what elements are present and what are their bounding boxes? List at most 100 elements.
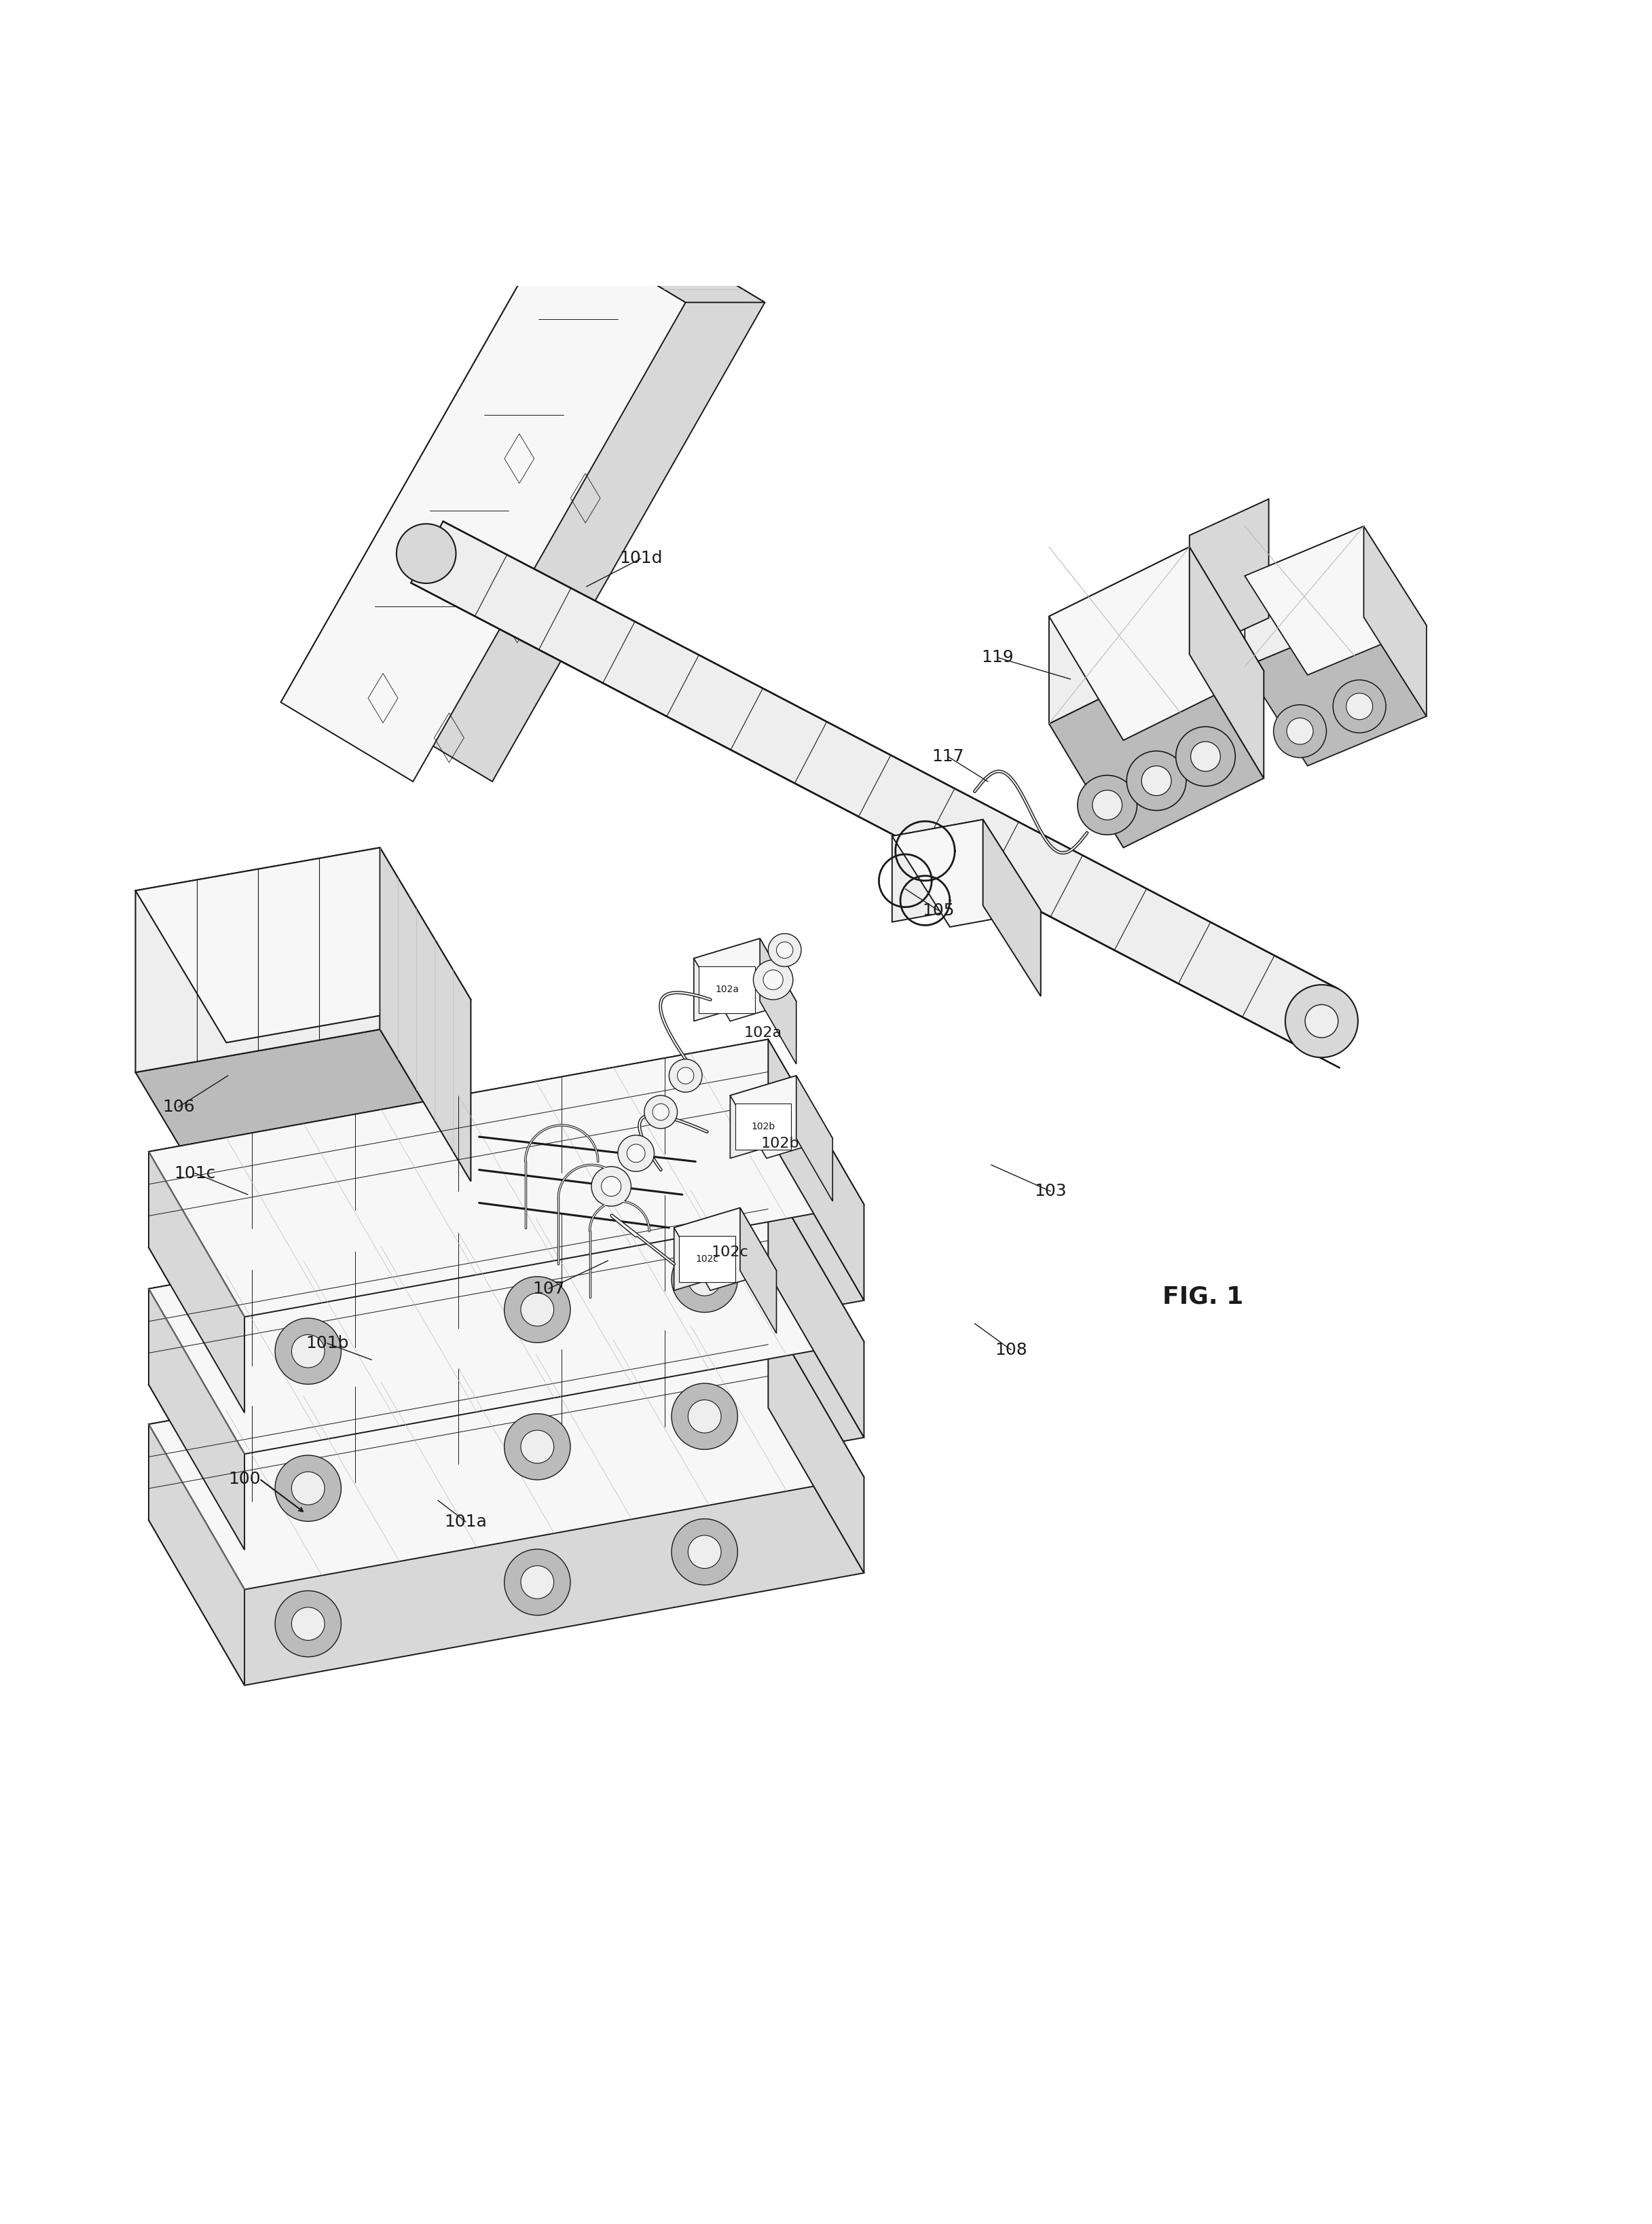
Polygon shape xyxy=(135,1030,471,1225)
Circle shape xyxy=(1285,985,1358,1056)
Circle shape xyxy=(677,1068,694,1083)
Circle shape xyxy=(274,1454,340,1521)
Circle shape xyxy=(618,1134,654,1172)
Polygon shape xyxy=(1049,654,1264,847)
Circle shape xyxy=(274,1319,340,1383)
Circle shape xyxy=(671,1383,737,1450)
Circle shape xyxy=(687,1399,720,1432)
Text: 105: 105 xyxy=(922,903,955,919)
Polygon shape xyxy=(1244,527,1363,667)
Polygon shape xyxy=(694,939,796,1021)
Circle shape xyxy=(274,1590,340,1657)
Circle shape xyxy=(520,1292,553,1326)
Polygon shape xyxy=(730,1076,796,1159)
Polygon shape xyxy=(149,1152,244,1412)
Text: 117: 117 xyxy=(932,749,965,765)
Text: 100: 100 xyxy=(228,1470,261,1488)
Polygon shape xyxy=(149,1134,864,1412)
FancyBboxPatch shape xyxy=(735,1103,791,1150)
Text: 101c: 101c xyxy=(173,1165,216,1181)
FancyBboxPatch shape xyxy=(679,1237,735,1283)
FancyBboxPatch shape xyxy=(699,967,755,1012)
Polygon shape xyxy=(281,222,686,781)
Text: 102b: 102b xyxy=(752,1123,775,1132)
Text: 102a: 102a xyxy=(743,1025,783,1039)
Circle shape xyxy=(671,1519,737,1586)
Polygon shape xyxy=(694,939,760,1021)
Circle shape xyxy=(626,1143,644,1163)
Circle shape xyxy=(291,1334,324,1368)
Circle shape xyxy=(291,1608,324,1641)
Circle shape xyxy=(753,961,793,999)
Circle shape xyxy=(1127,752,1186,810)
Polygon shape xyxy=(740,1208,776,1334)
Text: 102b: 102b xyxy=(760,1136,800,1150)
Polygon shape xyxy=(1189,498,1269,654)
Circle shape xyxy=(644,1096,677,1128)
Circle shape xyxy=(1305,1005,1338,1039)
Polygon shape xyxy=(149,1272,864,1550)
Polygon shape xyxy=(674,1208,740,1290)
Circle shape xyxy=(396,525,456,583)
Circle shape xyxy=(291,1472,324,1506)
Circle shape xyxy=(1274,705,1327,758)
Polygon shape xyxy=(1363,527,1426,716)
Polygon shape xyxy=(149,1176,864,1454)
Text: 119: 119 xyxy=(981,649,1014,665)
Circle shape xyxy=(520,1430,553,1463)
Polygon shape xyxy=(730,1076,833,1159)
Circle shape xyxy=(669,1059,702,1092)
Polygon shape xyxy=(380,847,471,1181)
Circle shape xyxy=(504,1414,570,1479)
Polygon shape xyxy=(983,821,1041,996)
Text: 108: 108 xyxy=(995,1341,1028,1359)
Polygon shape xyxy=(760,939,796,1063)
Polygon shape xyxy=(1189,547,1264,778)
Text: 101a: 101a xyxy=(444,1515,487,1530)
Circle shape xyxy=(1333,681,1386,734)
Polygon shape xyxy=(768,1039,864,1301)
Polygon shape xyxy=(149,1408,864,1686)
Polygon shape xyxy=(892,821,1041,927)
Polygon shape xyxy=(281,222,633,703)
Polygon shape xyxy=(1049,547,1264,741)
Circle shape xyxy=(591,1168,631,1205)
Polygon shape xyxy=(411,520,1338,1050)
Text: FIG. 1: FIG. 1 xyxy=(1161,1285,1244,1308)
Circle shape xyxy=(1346,694,1373,721)
Polygon shape xyxy=(674,1208,776,1290)
Circle shape xyxy=(1191,741,1221,772)
Polygon shape xyxy=(1049,547,1189,723)
Circle shape xyxy=(776,941,793,959)
Text: 107: 107 xyxy=(532,1281,565,1297)
Text: 103: 103 xyxy=(1034,1183,1067,1199)
Circle shape xyxy=(504,1277,570,1343)
Circle shape xyxy=(1077,776,1137,834)
Circle shape xyxy=(687,1535,720,1568)
Polygon shape xyxy=(149,1176,768,1386)
Text: 101b: 101b xyxy=(306,1334,349,1352)
Polygon shape xyxy=(360,222,765,781)
Text: 106: 106 xyxy=(162,1099,195,1114)
Circle shape xyxy=(687,1263,720,1297)
Circle shape xyxy=(1287,718,1313,745)
Text: 102c: 102c xyxy=(695,1254,719,1263)
Text: 101d: 101d xyxy=(620,549,662,567)
Circle shape xyxy=(1142,765,1171,796)
Polygon shape xyxy=(149,1423,244,1686)
Circle shape xyxy=(504,1550,570,1615)
Polygon shape xyxy=(149,1039,864,1317)
Text: 102c: 102c xyxy=(712,1245,748,1259)
Text: 102a: 102a xyxy=(715,985,738,994)
Circle shape xyxy=(763,970,783,990)
Circle shape xyxy=(520,1566,553,1599)
Circle shape xyxy=(653,1103,669,1121)
Polygon shape xyxy=(149,1039,768,1248)
Polygon shape xyxy=(553,222,765,302)
Polygon shape xyxy=(149,1312,864,1590)
Circle shape xyxy=(768,934,801,967)
Polygon shape xyxy=(135,847,471,1043)
Circle shape xyxy=(1176,727,1236,785)
Polygon shape xyxy=(892,821,983,923)
Polygon shape xyxy=(135,847,380,1072)
